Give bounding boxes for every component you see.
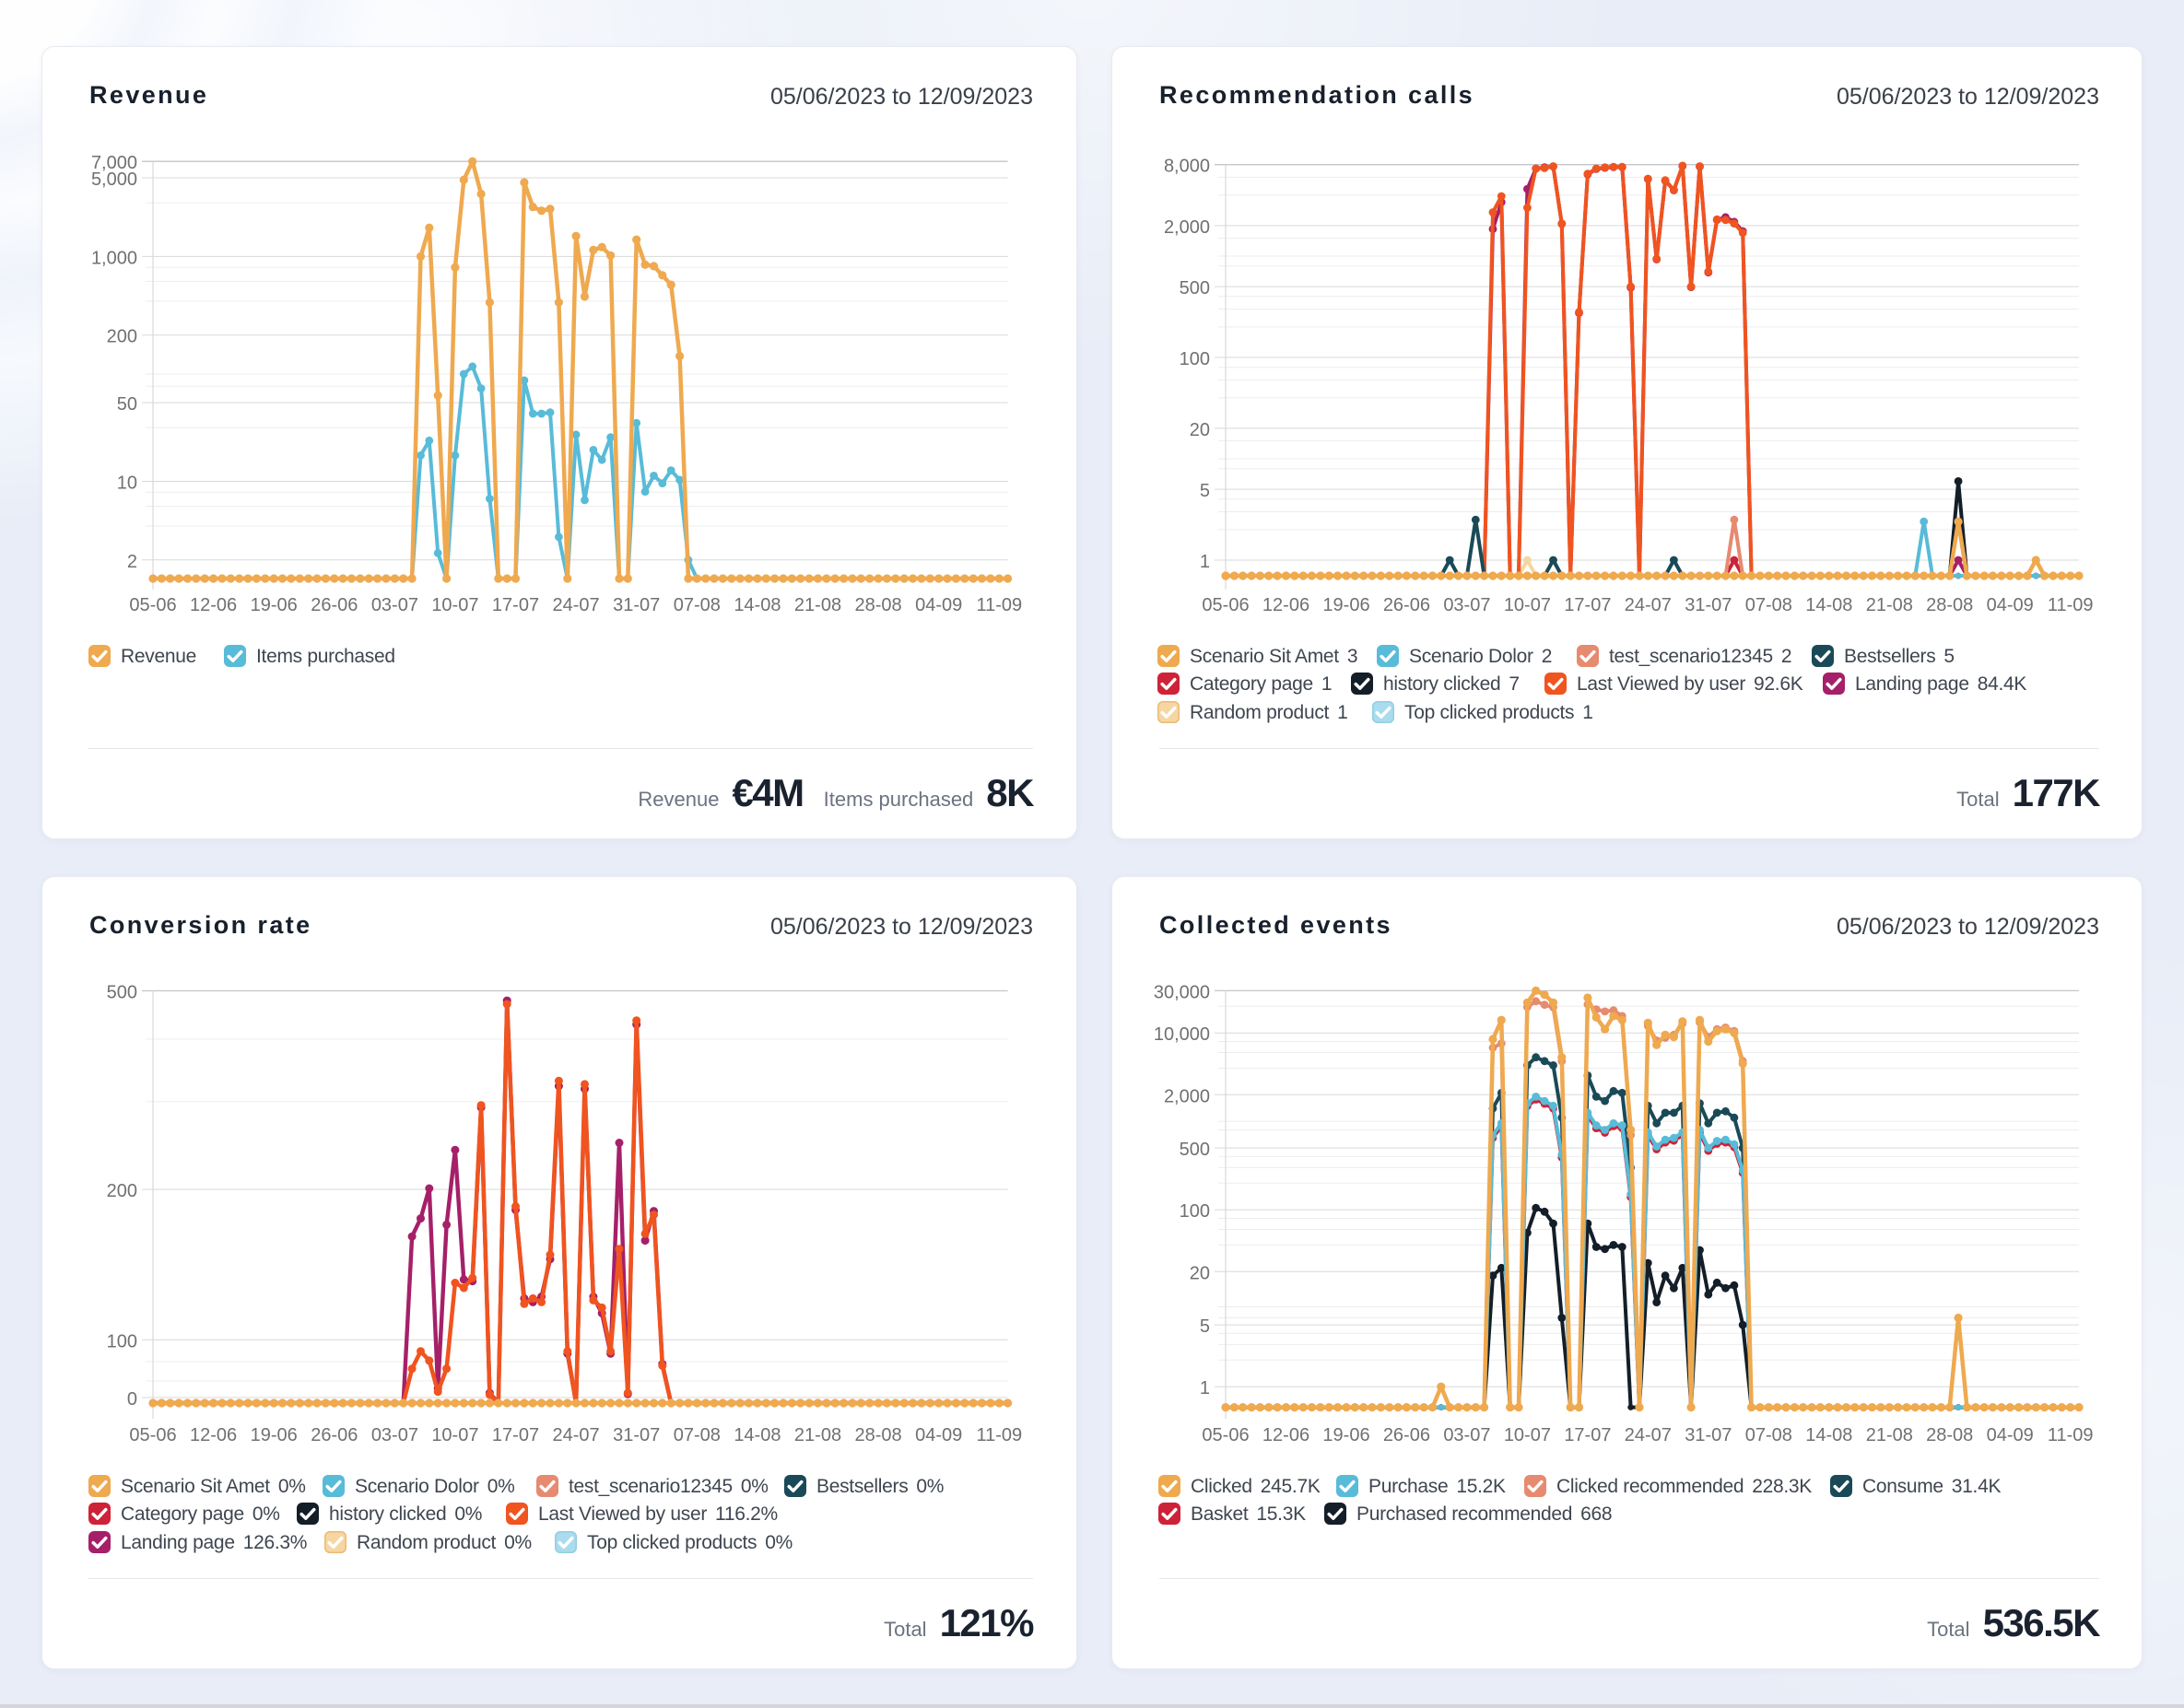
svg-text:24-07: 24-07 [1625, 595, 1672, 615]
svg-text:14-08: 14-08 [1805, 1425, 1852, 1445]
svg-text:28-08: 28-08 [855, 595, 902, 615]
svg-text:14-08: 14-08 [734, 595, 781, 615]
svg-text:11-09: 11-09 [976, 595, 1022, 615]
svg-text:100: 100 [1180, 1201, 1210, 1222]
svg-text:12-06: 12-06 [1262, 595, 1309, 615]
svg-text:17-07: 17-07 [492, 1425, 539, 1445]
svg-text:10-07: 10-07 [431, 1425, 478, 1445]
svg-text:03-07: 03-07 [1443, 1425, 1490, 1445]
svg-text:03-07: 03-07 [371, 1425, 418, 1445]
svg-text:5,000: 5,000 [91, 170, 137, 190]
svg-text:07-08: 07-08 [1745, 595, 1792, 615]
svg-text:11-09: 11-09 [2048, 595, 2094, 615]
svg-text:05-06: 05-06 [1202, 595, 1249, 615]
svg-text:31-07: 31-07 [1685, 595, 1732, 615]
svg-text:24-07: 24-07 [553, 1425, 600, 1445]
svg-text:17-07: 17-07 [492, 595, 539, 615]
svg-text:26-06: 26-06 [1383, 1425, 1430, 1445]
svg-text:05-06: 05-06 [129, 1425, 176, 1445]
svg-text:2,000: 2,000 [1164, 1086, 1210, 1106]
svg-text:05-06: 05-06 [129, 595, 176, 615]
svg-text:500: 500 [107, 983, 137, 1003]
svg-text:1: 1 [1200, 1378, 1210, 1398]
svg-text:17-07: 17-07 [1564, 595, 1611, 615]
svg-text:07-08: 07-08 [1745, 1425, 1792, 1445]
svg-text:500: 500 [1180, 1140, 1210, 1160]
svg-text:1: 1 [1200, 552, 1210, 572]
svg-text:200: 200 [107, 1181, 137, 1201]
svg-text:24-07: 24-07 [1625, 1425, 1672, 1445]
svg-text:31-07: 31-07 [613, 595, 660, 615]
svg-text:26-06: 26-06 [311, 595, 358, 615]
svg-text:12-06: 12-06 [190, 1425, 237, 1445]
svg-text:7,000: 7,000 [91, 153, 137, 173]
svg-text:11-09: 11-09 [976, 1425, 1022, 1445]
svg-text:31-07: 31-07 [613, 1425, 660, 1445]
svg-text:04-09: 04-09 [915, 1425, 962, 1445]
svg-text:10-07: 10-07 [1504, 595, 1551, 615]
svg-text:17-07: 17-07 [1564, 1425, 1611, 1445]
svg-text:12-06: 12-06 [190, 595, 237, 615]
svg-text:8,000: 8,000 [1164, 157, 1210, 177]
svg-text:30,000: 30,000 [1154, 982, 1210, 1002]
svg-text:19-06: 19-06 [251, 595, 298, 615]
svg-text:19-06: 19-06 [1322, 595, 1369, 615]
svg-text:12-06: 12-06 [1262, 1425, 1309, 1445]
svg-text:28-08: 28-08 [1926, 1425, 1973, 1445]
svg-text:05-06: 05-06 [1202, 1425, 1249, 1445]
svg-text:07-08: 07-08 [674, 595, 721, 615]
svg-text:5: 5 [1200, 481, 1210, 501]
svg-text:14-08: 14-08 [734, 1425, 781, 1445]
svg-text:200: 200 [107, 327, 137, 347]
svg-text:04-09: 04-09 [915, 595, 962, 615]
svg-text:50: 50 [117, 394, 137, 415]
svg-text:07-08: 07-08 [674, 1425, 721, 1445]
svg-text:1,000: 1,000 [91, 248, 137, 268]
svg-text:10,000: 10,000 [1154, 1024, 1210, 1045]
svg-text:26-06: 26-06 [311, 1425, 358, 1445]
svg-text:2: 2 [127, 552, 137, 572]
svg-text:100: 100 [1180, 349, 1210, 369]
svg-text:10-07: 10-07 [431, 595, 478, 615]
svg-text:100: 100 [107, 1331, 137, 1351]
svg-text:28-08: 28-08 [1926, 595, 1973, 615]
svg-text:19-06: 19-06 [251, 1425, 298, 1445]
svg-text:04-09: 04-09 [1987, 595, 2034, 615]
svg-text:03-07: 03-07 [371, 595, 418, 615]
svg-text:14-08: 14-08 [1805, 595, 1852, 615]
svg-text:26-06: 26-06 [1383, 595, 1430, 615]
svg-text:21-08: 21-08 [794, 595, 841, 615]
svg-text:10-07: 10-07 [1504, 1425, 1551, 1445]
svg-text:500: 500 [1180, 278, 1210, 298]
svg-text:04-09: 04-09 [1987, 1425, 2034, 1445]
svg-text:21-08: 21-08 [794, 1425, 841, 1445]
svg-text:11-09: 11-09 [2048, 1425, 2094, 1445]
svg-text:19-06: 19-06 [1322, 1425, 1369, 1445]
svg-text:31-07: 31-07 [1685, 1425, 1732, 1445]
svg-text:0: 0 [127, 1389, 137, 1410]
svg-text:20: 20 [1190, 1263, 1210, 1283]
svg-text:21-08: 21-08 [1866, 595, 1913, 615]
svg-text:24-07: 24-07 [553, 595, 600, 615]
svg-text:2,000: 2,000 [1164, 217, 1210, 238]
svg-text:21-08: 21-08 [1866, 1425, 1913, 1445]
svg-text:10: 10 [117, 474, 137, 494]
svg-text:20: 20 [1190, 420, 1210, 440]
svg-text:5: 5 [1200, 1316, 1210, 1337]
svg-text:28-08: 28-08 [855, 1425, 902, 1445]
svg-text:03-07: 03-07 [1443, 595, 1490, 615]
